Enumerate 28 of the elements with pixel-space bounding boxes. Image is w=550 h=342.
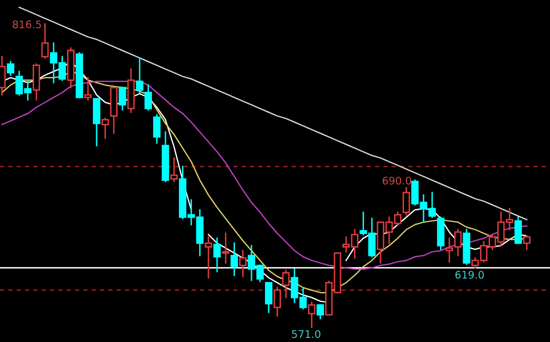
candlestick xyxy=(213,238,221,272)
annotation: 690.0 xyxy=(382,176,412,185)
candlestick xyxy=(454,228,462,256)
candlestick xyxy=(230,242,238,276)
candlestick xyxy=(84,76,92,101)
candlestick xyxy=(274,286,281,317)
candlestick xyxy=(118,86,126,110)
candlestick xyxy=(239,250,247,278)
candlestick xyxy=(446,238,454,262)
candlestick xyxy=(170,157,178,182)
candlestick xyxy=(102,118,109,139)
candlestick xyxy=(264,282,272,314)
candlestick xyxy=(514,216,522,244)
candlestick xyxy=(523,235,530,250)
text: 571.0 xyxy=(292,330,320,338)
candlestick xyxy=(136,57,144,94)
candlestick xyxy=(282,270,290,298)
candlestick xyxy=(222,232,230,264)
candlestick xyxy=(402,186,410,216)
candlestick xyxy=(308,302,316,328)
annotation: 619.0 xyxy=(455,270,484,279)
candlestick xyxy=(316,304,324,320)
candlestick xyxy=(153,114,161,144)
annotation: 816.5 xyxy=(12,20,41,28)
candlestick xyxy=(41,23,49,59)
candlestick xyxy=(204,236,212,278)
candlestick xyxy=(6,60,14,76)
candlestick xyxy=(144,84,152,110)
